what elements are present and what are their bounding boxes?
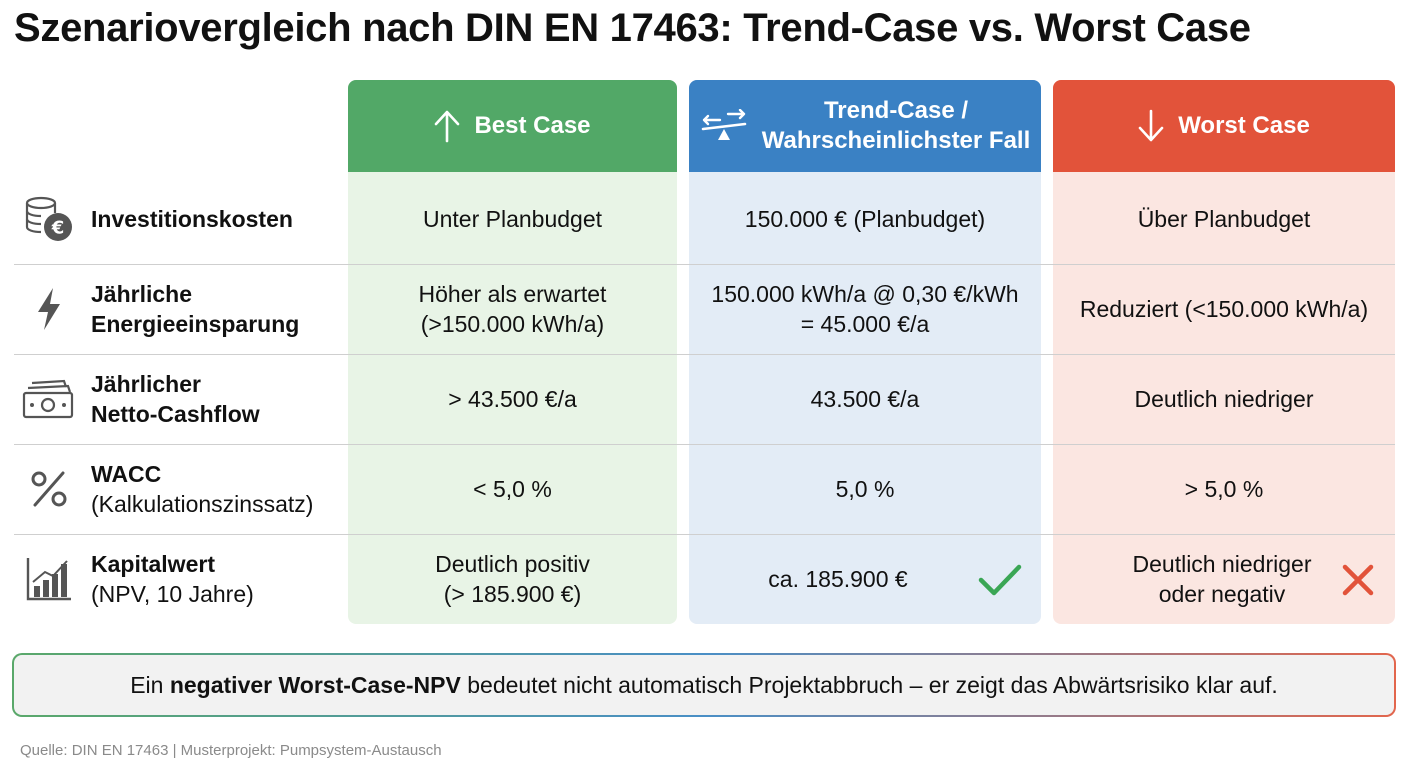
row-divider (14, 264, 1395, 265)
svg-text:€: € (51, 218, 65, 239)
balance-scale-icon (700, 109, 748, 143)
cell-trend-kapitalwert: ca. 185.900 € (768, 566, 908, 592)
coins-euro-icon: € (14, 195, 84, 243)
note-text: Ein negativer Worst-Case-NPV bedeutet ni… (14, 655, 1394, 715)
row-divider (14, 354, 1395, 355)
cell-best-investitionskosten: Unter Planbudget (422, 206, 602, 232)
cell-best-wacc: < 5,0 % (473, 476, 552, 502)
cash-bills-icon (14, 379, 84, 419)
cell-trend-netto-cashflow: 43.500 €/a (810, 386, 920, 412)
arrow-down-icon (1138, 109, 1164, 143)
cell-worst-kapitalwert: Deutlich niedriger oder negativ (1132, 551, 1312, 607)
row-label-netto-cashflow: Jährlicher Netto-Cashflow (14, 354, 348, 444)
row-label-kapitalwert: Kapitalwert (NPV, 10 Jahre) (14, 534, 348, 624)
column-header-trend-case: Trend-Case / Wahrscheinlichster Fall (689, 80, 1041, 172)
column-worst-case: Worst Case (1053, 80, 1395, 624)
cell-worst-wacc: > 5,0 % (1184, 476, 1264, 502)
row-divider (14, 444, 1395, 445)
lightning-bolt-icon (14, 286, 84, 332)
cell-worst-energieeinsparung: Reduziert (<150.000 kWh/a) (1079, 296, 1369, 322)
cell-trend-investitionskosten: 150.000 € (Planbudget) (744, 206, 986, 232)
column-header-label: Best Case (474, 112, 591, 139)
cell-best-netto-cashflow: > 43.500 €/a (448, 386, 577, 412)
source-caption: Quelle: DIN EN 17463 | Musterprojekt: Pu… (20, 742, 442, 759)
column-best-case: Best Case (348, 80, 677, 624)
column-trend-case: Trend-Case / Wahrscheinlichster Fall (689, 80, 1041, 624)
row-label-investitionskosten: € Investitionskosten (14, 174, 348, 264)
arrow-up-icon (434, 109, 460, 143)
cell-trend-energieeinsparung: 150.000 kWh/a @ 0,30 €/kWh = 45.000 €/a (711, 281, 1019, 337)
row-label-energieeinsparung: Jährliche Energieeinsparung (14, 264, 348, 354)
column-header-best-case: Best Case (348, 80, 677, 172)
check-icon (977, 562, 1023, 603)
percent-icon (14, 469, 84, 509)
cell-worst-investitionskosten: Über Planbudget (1137, 206, 1311, 232)
page-title: Szenariovergleich nach DIN EN 17463: Tre… (14, 6, 1251, 50)
note-box: Ein negativer Worst-Case-NPV bedeutet ni… (12, 653, 1396, 717)
cross-icon (1341, 563, 1375, 602)
row-divider (14, 534, 1395, 535)
cell-best-energieeinsparung: Höher als erwartet (>150.000 kWh/a) (418, 281, 607, 337)
column-header-worst-case: Worst Case (1053, 80, 1395, 172)
cell-worst-netto-cashflow: Deutlich niedriger (1134, 386, 1314, 412)
bar-chart-icon (14, 556, 84, 602)
column-header-label: Worst Case (1178, 112, 1310, 139)
row-label-bold: Investitionskosten (91, 206, 293, 232)
column-header-label: Trend-Case / Wahrscheinlichster Fall (761, 97, 1031, 154)
row-label-wacc: WACC (Kalkulationszinssatz) (14, 444, 348, 534)
cell-trend-wacc: 5,0 % (835, 476, 895, 502)
cell-best-kapitalwert: Deutlich positiv (> 185.900 €) (435, 551, 590, 607)
